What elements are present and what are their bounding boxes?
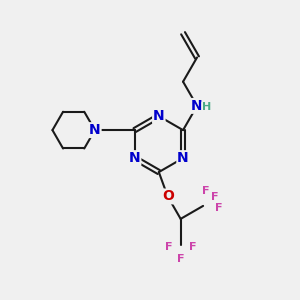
Text: F: F (211, 192, 218, 202)
Text: F: F (177, 254, 184, 264)
Text: F: F (164, 242, 172, 252)
Text: N: N (177, 151, 189, 165)
Text: N: N (89, 123, 101, 137)
Text: F: F (215, 203, 222, 213)
Text: N: N (153, 109, 165, 123)
Text: N: N (191, 99, 203, 113)
Text: H: H (202, 102, 211, 112)
Text: F: F (189, 242, 197, 252)
Text: F: F (202, 186, 210, 196)
Text: O: O (162, 189, 174, 203)
Text: N: N (129, 151, 140, 165)
